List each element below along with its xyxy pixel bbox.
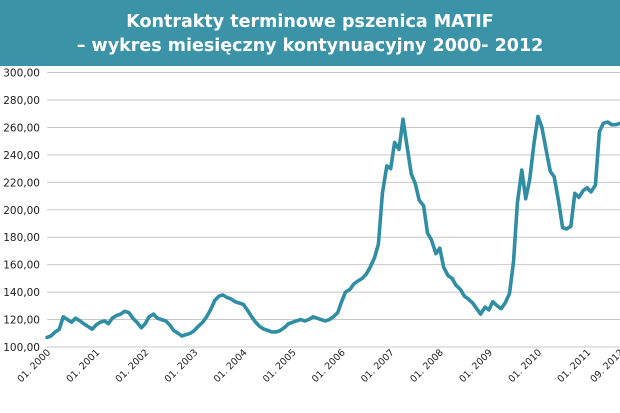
line-chart: 100,00 120,00 140,00 160,00 180,00 200,00 220,… [3,68,620,385]
chart-title-bar: Kontrakty terminowe pszenica MATIF – wyk… [0,0,620,66]
x-tick-label: 09. 2012 [588,347,620,385]
series-layer [45,114,620,340]
x-tick-label: 01. 2009 [457,347,495,385]
y-tick-label: 200,00 [3,205,40,217]
y-tick-label: 300,00 [3,68,40,80]
chart-subtitle: – wykres miesięczny kontynuacyjny 2000- … [76,36,544,56]
x-axis-ticks: 01. 2000 01. 2001 01. 2002 01. 2003 01. 2004… [15,347,620,385]
x-tick-label: 01. 2008 [408,347,446,385]
y-tick-label: 180,00 [3,232,40,244]
y-tick-label: 240,00 [3,150,40,162]
y-tick-label: 260,00 [3,122,40,134]
y-tick-label: 100,00 [3,342,40,354]
x-tick-label: 01. 2003 [163,347,201,385]
y-tick-label: 280,00 [3,95,40,107]
x-tick-label: 01. 2004 [212,347,250,385]
chart-title: Kontrakty terminowe pszenica MATIF [126,12,494,32]
x-tick-label: 01. 2011 [556,347,594,385]
grid-lines [47,72,620,348]
x-tick-label: 01. 2002 [114,347,152,385]
x-tick-label: 01. 2010 [506,347,544,385]
y-tick-label: 120,00 [3,315,40,327]
series-line [45,114,620,340]
x-tick-label: 01. 2005 [261,347,299,385]
y-tick-label: 160,00 [3,260,40,272]
x-tick-label: 01. 2007 [359,347,397,385]
x-tick-label: 01. 2006 [310,347,348,385]
y-tick-label: 140,00 [3,287,40,299]
y-tick-label: 220,00 [3,177,40,189]
y-axis-ticks: 100,00 120,00 140,00 160,00 180,00 200,00 220,… [3,68,40,354]
x-tick-label: 01. 2001 [65,347,103,385]
